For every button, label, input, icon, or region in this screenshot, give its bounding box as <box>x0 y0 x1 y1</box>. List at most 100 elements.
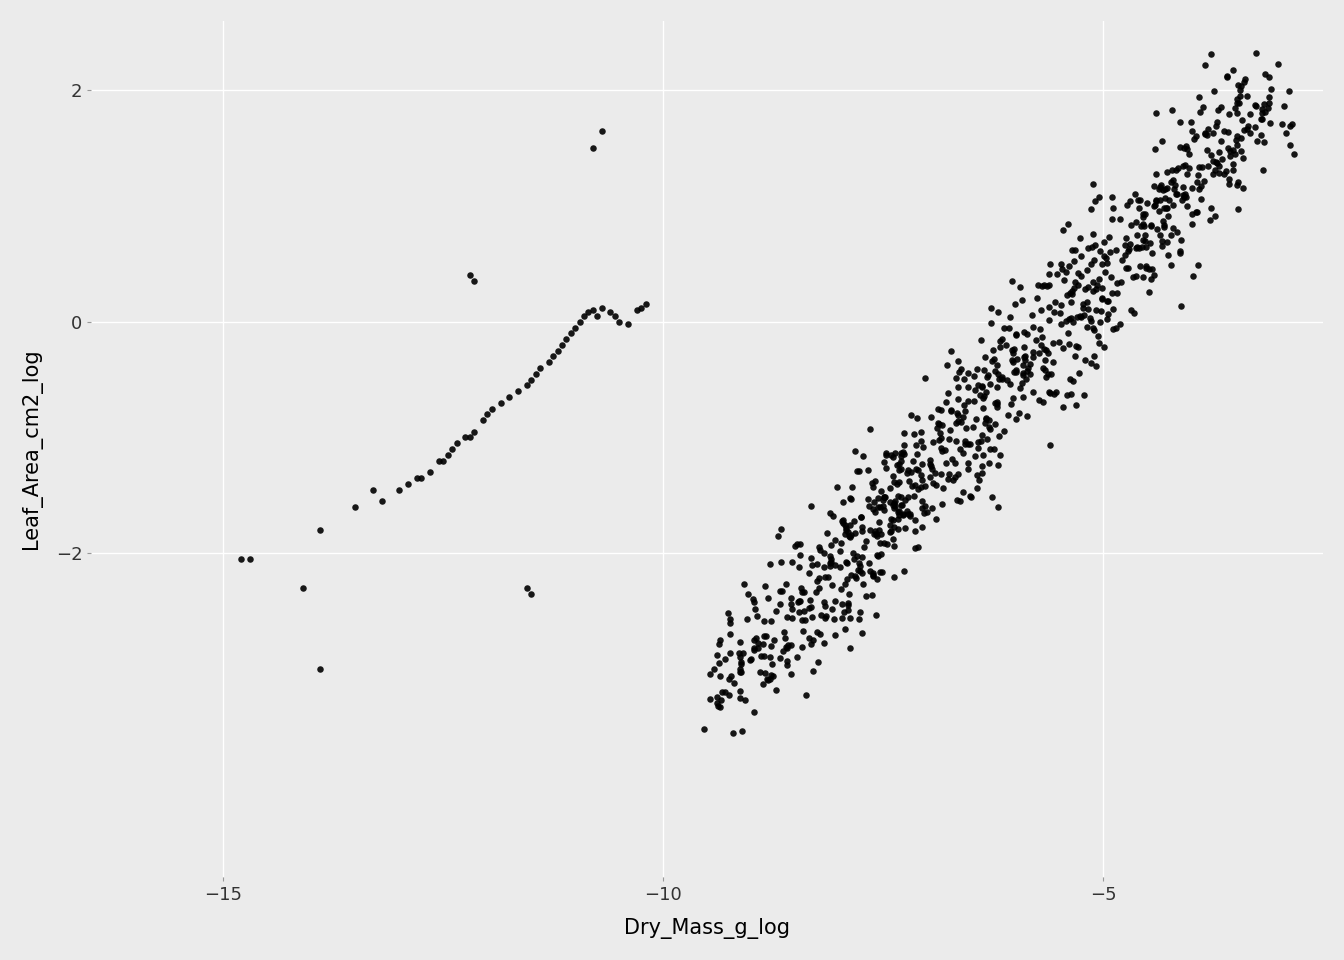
Point <box>986 499 1008 515</box>
Point <box>820 538 841 553</box>
Point <box>1188 181 1210 197</box>
Point <box>1140 217 1161 232</box>
Point <box>972 379 993 395</box>
Point <box>986 379 1008 395</box>
Point <box>1198 157 1219 173</box>
Point <box>1046 384 1067 399</box>
Point <box>738 587 759 602</box>
Point <box>1003 391 1024 406</box>
Point <box>734 692 755 708</box>
Point <box>1196 142 1218 157</box>
Point <box>1001 342 1023 357</box>
Point <box>551 337 573 352</box>
Point <box>1030 322 1051 337</box>
Point <box>1099 245 1121 260</box>
Point <box>1210 100 1231 115</box>
Point <box>941 451 962 467</box>
Point <box>1082 227 1103 242</box>
Point <box>836 571 857 587</box>
Point <box>472 413 493 428</box>
Point <box>547 343 569 358</box>
Point <box>780 590 801 606</box>
Point <box>867 548 888 564</box>
Point <box>1027 277 1048 293</box>
Point <box>1172 187 1193 203</box>
Point <box>954 372 976 387</box>
Point <box>1199 212 1220 228</box>
Point <box>900 465 922 480</box>
Point <box>978 413 1000 428</box>
Point <box>1245 98 1266 113</box>
Point <box>1156 164 1177 180</box>
Point <box>1081 202 1102 217</box>
Point <box>926 420 948 435</box>
Point <box>809 570 831 586</box>
Point <box>1167 186 1188 202</box>
Point <box>582 302 603 318</box>
Point <box>1187 257 1208 273</box>
Point <box>1066 338 1087 353</box>
Point <box>1067 266 1089 281</box>
Point <box>891 497 913 513</box>
Point <box>1027 291 1048 306</box>
Point <box>1250 128 1271 143</box>
Point <box>1058 216 1079 231</box>
Point <box>1140 235 1161 251</box>
Point <box>927 417 949 432</box>
Point <box>1124 305 1145 321</box>
Point <box>1138 284 1160 300</box>
Point <box>1246 133 1267 149</box>
Point <box>884 445 906 461</box>
Point <box>1173 189 1195 204</box>
Point <box>890 490 911 505</box>
Point <box>875 445 896 461</box>
Point <box>1071 310 1093 325</box>
Point <box>1021 320 1043 335</box>
Point <box>793 604 814 619</box>
Point <box>829 542 851 558</box>
Point <box>1203 83 1224 98</box>
Point <box>1169 243 1191 258</box>
Point <box>755 629 777 644</box>
Point <box>1011 293 1032 308</box>
Point <box>1157 248 1179 263</box>
Point <box>978 420 1000 435</box>
Point <box>1232 74 1254 89</box>
Point <box>790 580 812 595</box>
Point <box>835 576 856 591</box>
Point <box>1125 268 1146 283</box>
Point <box>985 416 1007 431</box>
Point <box>758 672 780 687</box>
Point <box>1145 192 1167 207</box>
Point <box>816 525 837 540</box>
Point <box>530 360 551 375</box>
Point <box>1039 256 1060 272</box>
Point <box>851 510 872 525</box>
Point <box>1039 277 1060 293</box>
Point <box>999 376 1020 392</box>
Point <box>921 462 942 477</box>
Point <box>1067 340 1089 355</box>
Point <box>837 595 859 611</box>
Point <box>890 497 911 513</box>
Point <box>883 474 905 490</box>
Point <box>710 633 731 648</box>
Point <box>1152 233 1173 249</box>
Point <box>1082 275 1103 290</box>
Point <box>1161 162 1183 178</box>
Point <box>1051 317 1073 332</box>
Point <box>868 514 890 529</box>
Point <box>1066 309 1087 324</box>
Point <box>1091 292 1113 307</box>
Point <box>844 568 866 584</box>
Point <box>972 380 993 396</box>
Point <box>1216 140 1238 156</box>
Point <box>789 593 810 609</box>
Point <box>840 527 862 542</box>
Point <box>1196 127 1218 142</box>
Point <box>1003 354 1024 370</box>
Point <box>847 464 868 479</box>
Point <box>845 444 867 459</box>
Point <box>864 523 886 539</box>
Point <box>742 591 763 607</box>
